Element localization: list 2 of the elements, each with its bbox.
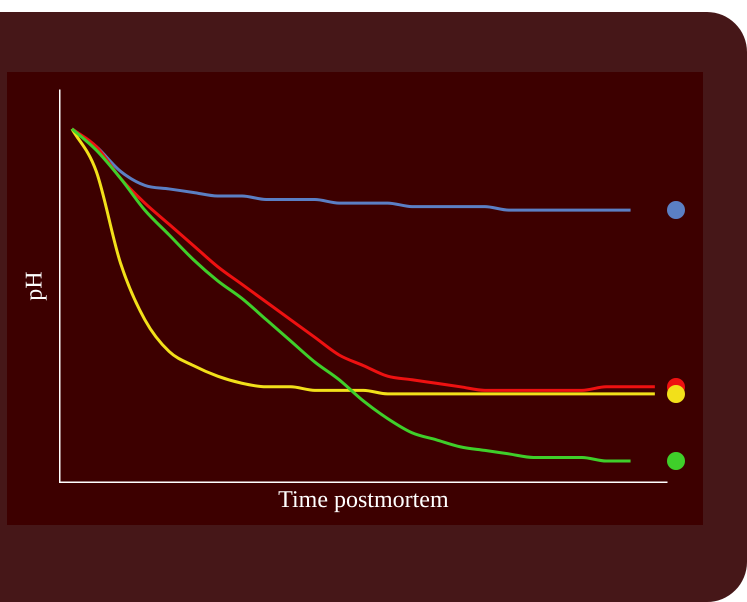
x-axis-title: Time postmortem bbox=[278, 486, 449, 513]
y-axis-title: pH bbox=[22, 271, 48, 301]
